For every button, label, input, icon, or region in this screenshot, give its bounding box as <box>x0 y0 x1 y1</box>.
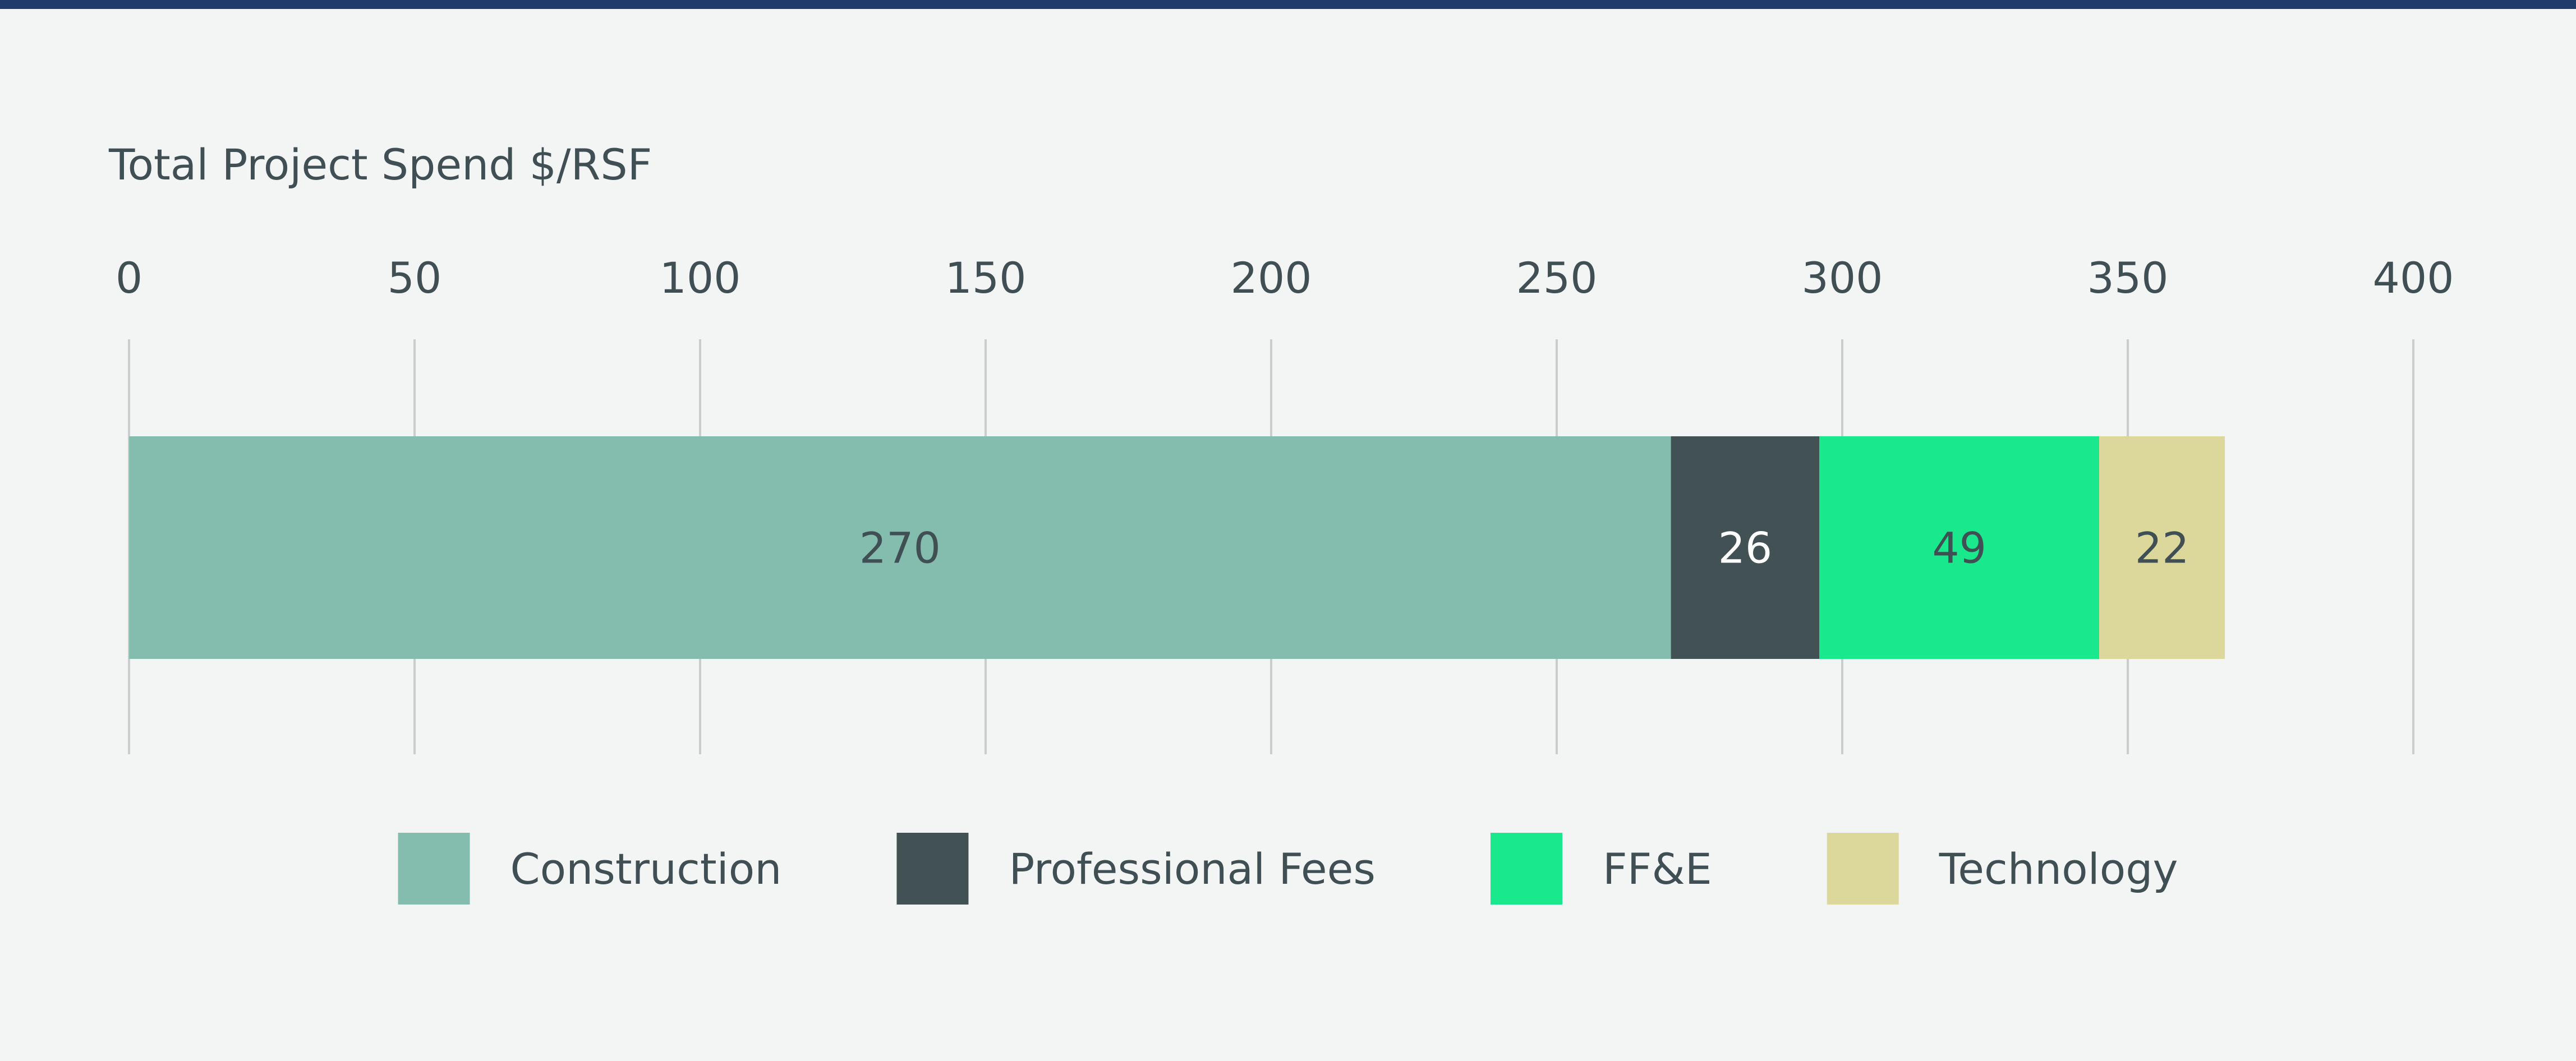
x-tick-label-0: 0 <box>116 253 142 303</box>
legend: Construction Professional Fees FF&E Technol… <box>398 833 2178 905</box>
legend-item-technology: Technology <box>1827 833 2178 905</box>
x-tick-label-300: 300 <box>1801 253 1883 303</box>
x-tick-label-400: 400 <box>2372 253 2454 303</box>
bar-segment-construction <box>129 436 1671 659</box>
chart-title: Total Project Spend $/RSF <box>108 140 652 190</box>
legend-swatch-ff-e <box>1491 833 1563 905</box>
legend-label-construction: Construction <box>510 844 782 894</box>
x-tick-label-350: 350 <box>2087 253 2168 303</box>
legend-label-ff-e: FF&E <box>1603 844 1712 894</box>
legend-swatch-technology <box>1827 833 1899 905</box>
bar-segment-professional-fees <box>1671 436 1820 659</box>
data-label-professional-fees: 26 <box>1718 523 1773 573</box>
x-tick-label-150: 150 <box>945 253 1026 303</box>
legend-swatch-construction <box>398 833 470 905</box>
x-tick-label-50: 50 <box>388 253 442 303</box>
legend-item-construction: Construction <box>398 833 782 905</box>
legend-label-professional-fees: Professional Fees <box>1009 844 1376 894</box>
top-rule <box>0 0 2576 9</box>
data-label-technology: 22 <box>2135 523 2189 573</box>
data-label-construction: 270 <box>859 523 941 573</box>
data-label-ff-e: 49 <box>1932 523 1986 573</box>
x-tick-label-250: 250 <box>1516 253 1597 303</box>
x-axis-tick-labels: 0 50 100 150 200 250 300 350 400 <box>116 253 2454 303</box>
legend-label-technology: Technology <box>1939 844 2178 894</box>
legend-item-professional-fees: Professional Fees <box>896 833 1376 905</box>
legend-swatch-professional-fees <box>896 833 969 905</box>
legend-item-ff-e: FF&E <box>1491 833 1712 905</box>
bar-segment-technology <box>2099 436 2225 659</box>
x-tick-label-100: 100 <box>659 253 740 303</box>
bar-segment-ff-e <box>1819 436 2100 659</box>
stacked-bar: 270 26 49 22 <box>129 436 2225 659</box>
x-tick-label-200: 200 <box>1230 253 1312 303</box>
